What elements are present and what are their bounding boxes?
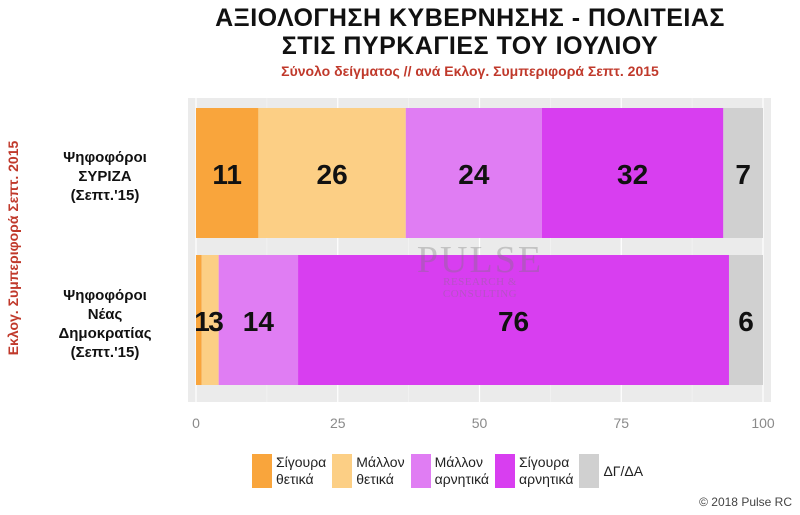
legend-label: Μάλλον θετικά: [356, 454, 405, 487]
bar-segment: [196, 108, 259, 238]
bar-segment: [728, 255, 763, 385]
data-label: 32: [617, 159, 648, 190]
x-tick-label: 75: [613, 415, 629, 431]
legend-swatch: [252, 454, 272, 488]
data-label: 7: [735, 159, 751, 190]
legend-item: Σίγουρα θετικά: [252, 454, 326, 488]
chart-x-ticks: 0 25 50 75 100: [192, 415, 775, 431]
data-label: 11: [212, 159, 242, 190]
chart-bars: [196, 108, 763, 385]
legend-swatch: [579, 454, 600, 488]
bar-segment: [196, 255, 202, 385]
data-label: 6: [738, 306, 754, 337]
bar-segment: [541, 108, 724, 238]
data-label: 76: [498, 306, 529, 337]
legend-item: Μάλλον θετικά: [332, 454, 405, 488]
data-label: 24: [458, 159, 490, 190]
data-label: 1: [194, 306, 210, 337]
legend-swatch: [332, 454, 353, 488]
legend-item: Μάλλον αρνητικά: [410, 454, 490, 488]
legend-label: ΔΓ/ΔΑ: [603, 462, 644, 479]
bar-segment: [298, 255, 729, 385]
chart-legend: Σίγουρα θετικά Μάλλον θετικά Μάλλον αρνητι…: [252, 450, 649, 492]
legend-swatch: [410, 454, 431, 488]
chart-data-labels: 11 26 24 32 7 13 14 76 6: [194, 159, 754, 337]
data-label: 3: [208, 306, 224, 337]
data-label: 26: [317, 159, 348, 190]
chart-subtitle: Σύνολο δείγματος // ανά Εκλογ. Συμπεριφο…: [281, 63, 659, 79]
legend-label: Σίγουρα θετικά: [276, 454, 327, 487]
x-tick-label: 0: [192, 415, 200, 431]
legend-swatch: [495, 454, 516, 488]
bar-segment: [201, 255, 219, 385]
chart-title-line2: ΣΤΙΣ ΠΥΡΚΑΓΙΕΣ ΤΟΥ ΙΟΥΛΙΟΥ: [281, 32, 659, 60]
legend-item: ΔΓ/ΔΑ: [579, 454, 643, 488]
chart-title-line1: ΑΞΙΟΛΟΓΗΣΗ ΚΥΒΕΡΝΗΣΗΣ - ΠΟΛΙΤΕΙΑΣ: [215, 4, 725, 32]
category-label-nd: Ψηφοφόροι Νέας Δημοκρατίας (Σεπτ.'15): [58, 287, 152, 361]
bar-segment: [218, 255, 299, 385]
legend-item: Σίγουρα αρνητικά: [495, 454, 573, 488]
x-tick-label: 50: [472, 415, 488, 431]
category-label-syriza: Ψηφοφόροι ΣΥΡΙΖΑ (Σεπτ.'15): [63, 149, 147, 204]
x-tick-label: 100: [751, 415, 775, 431]
legend-label: Σίγουρα αρνητικά: [519, 454, 574, 487]
copyright-text: © 2018 Pulse RC: [699, 495, 792, 509]
bar-segment: [723, 108, 763, 238]
x-tick-label: 25: [330, 415, 346, 431]
bar-segment: [405, 108, 542, 238]
bar-segment: [258, 108, 406, 238]
data-label: 14: [243, 306, 275, 337]
legend-label: Μάλλον αρνητικά: [434, 454, 490, 487]
